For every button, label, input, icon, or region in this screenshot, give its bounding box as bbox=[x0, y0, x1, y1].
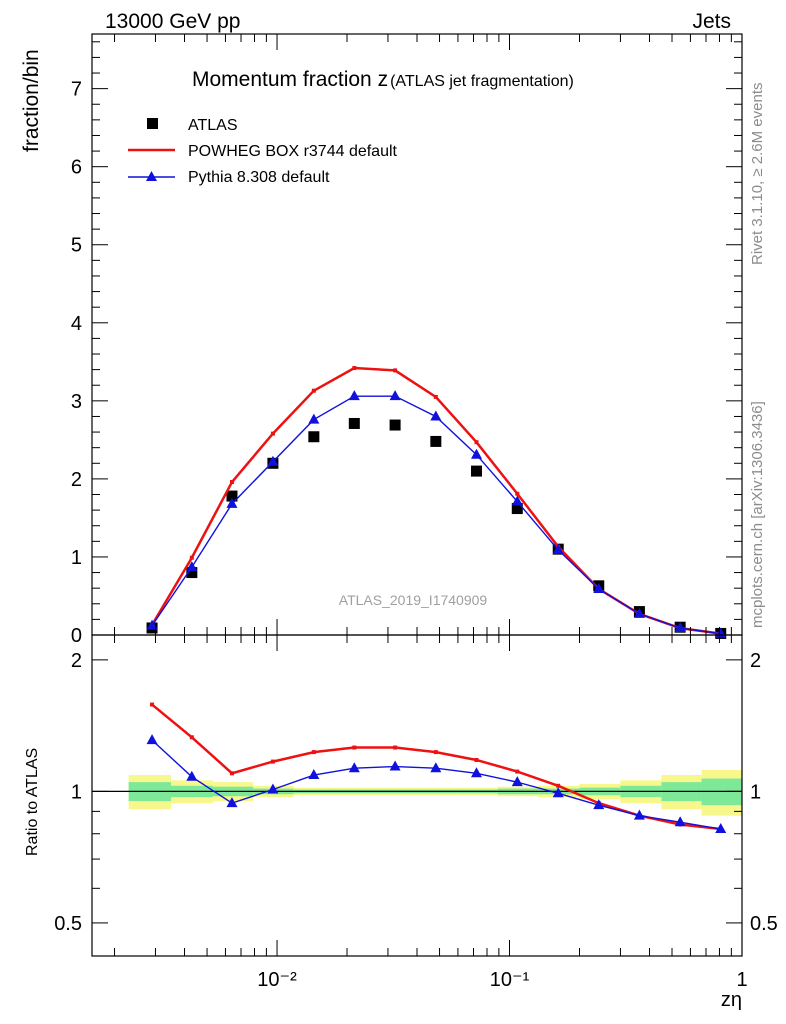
main-y-tick-label: 0 bbox=[71, 625, 82, 647]
main-title: Momentum fraction z (ATLAS jet fragmentat… bbox=[192, 68, 574, 91]
main-y-tick-label: 1 bbox=[71, 547, 82, 569]
main-plot-marks bbox=[146, 366, 727, 639]
pythia-main-point bbox=[308, 413, 320, 424]
powheg-ratio-point bbox=[515, 769, 520, 774]
pythia-ratio-point bbox=[511, 776, 523, 787]
atlas-data-point bbox=[470, 465, 482, 477]
powheg-ratio-point bbox=[474, 757, 479, 762]
powheg-ratio-point bbox=[433, 750, 438, 755]
powheg-main-point bbox=[433, 394, 438, 399]
powheg-ratio-point bbox=[352, 745, 357, 750]
pythia-ratio-point bbox=[267, 783, 279, 794]
atlas-data-point bbox=[308, 431, 320, 443]
rivet-version-label: Rivet 3.1.10, ≥ 2.6M events bbox=[749, 83, 766, 266]
main-y-tick-label: 5 bbox=[71, 235, 82, 257]
pythia-ratio-point bbox=[715, 823, 727, 834]
legend-label-atlas: ATLAS bbox=[188, 117, 238, 134]
legend-label-pythia: Pythia 8.308 default bbox=[188, 169, 330, 186]
ratio-y-tick-label-right: 2 bbox=[750, 650, 761, 672]
header-right: Jets bbox=[692, 10, 731, 33]
atlas-data-point bbox=[348, 417, 360, 429]
pythia-main-point bbox=[430, 410, 442, 421]
x-tick-label: 10⁻¹ bbox=[490, 969, 530, 991]
powheg-main-point bbox=[393, 368, 398, 373]
legend: ATLAS POWHEG BOX r3744 default Pythia 8.… bbox=[128, 117, 398, 186]
powheg-main-point bbox=[515, 491, 520, 496]
pythia-main-point bbox=[593, 582, 605, 593]
ratio-plot-marks bbox=[146, 702, 727, 834]
ratio-y-tick-label-right: 0.5 bbox=[750, 913, 778, 935]
main-y-tick-label: 3 bbox=[71, 391, 82, 413]
powheg-main-point bbox=[352, 366, 357, 371]
powheg-ratio-point bbox=[150, 702, 155, 707]
pythia-main-point bbox=[348, 390, 360, 401]
powheg-ratio-point bbox=[311, 750, 316, 755]
pythia-ratio-point bbox=[552, 787, 564, 798]
pythia-main-point bbox=[146, 619, 158, 630]
pythia-main-point bbox=[470, 448, 482, 459]
ratio-y-tick-label: 0.5 bbox=[54, 913, 82, 935]
main-y-tick-label: 2 bbox=[71, 469, 82, 491]
legend-marker-atlas bbox=[147, 118, 158, 129]
pythia-main-point bbox=[267, 455, 279, 466]
main-y-tick-label: 6 bbox=[71, 157, 82, 179]
atlas-data-point bbox=[430, 435, 442, 447]
ratio-y-axis-label: Ratio to ATLAS bbox=[24, 748, 41, 856]
pythia-ratio-point bbox=[308, 769, 320, 780]
x-axis-label: zη bbox=[721, 989, 742, 1011]
pythia-main-point bbox=[674, 622, 686, 633]
x-tick-label: 1 bbox=[736, 969, 747, 991]
main-title-text: Momentum fraction z bbox=[192, 68, 388, 91]
pythia-ratio-point bbox=[593, 799, 605, 810]
axes: 10⁻² 10⁻¹ 1 0 1 2 3 4 5 6 7 0.5 0.5 1 1 2 2 bbox=[54, 33, 778, 991]
atlas-data-point bbox=[511, 503, 523, 515]
main-y-axis-label: fraction/bin bbox=[20, 49, 43, 152]
analysis-watermark: ATLAS_2019_I1740909 bbox=[339, 592, 488, 608]
pythia-ratio-point bbox=[146, 734, 158, 745]
pythia-ratio-point bbox=[226, 797, 238, 808]
ratio-y-tick-label: 2 bbox=[71, 650, 82, 672]
atlas-data-point bbox=[389, 419, 401, 431]
pythia-main-point bbox=[511, 495, 523, 506]
powheg-ratio-point bbox=[393, 745, 398, 750]
powheg-ratio-point bbox=[556, 783, 561, 788]
atlas-data-point bbox=[226, 490, 238, 502]
header-left: 13000 GeV pp bbox=[105, 10, 240, 33]
pythia-ratio-point bbox=[674, 816, 686, 827]
pythia-main-point bbox=[186, 561, 198, 572]
pythia-main-point bbox=[226, 497, 238, 508]
legend-label-powheg: POWHEG BOX r3744 default bbox=[188, 143, 398, 160]
main-y-tick-label: 4 bbox=[71, 313, 82, 335]
main-title-sub: (ATLAS jet fragmentation) bbox=[390, 73, 574, 90]
powheg-ratio-point bbox=[229, 771, 234, 776]
powheg-main-point bbox=[270, 431, 275, 436]
pythia-main-point bbox=[633, 607, 645, 618]
pythia-ratio-point bbox=[470, 767, 482, 778]
powheg-main-point bbox=[311, 388, 316, 393]
powheg-ratio-point bbox=[270, 759, 275, 764]
ratio-y-tick-label-right: 1 bbox=[750, 781, 761, 803]
pythia-ratio-point bbox=[430, 762, 442, 773]
pythia-main-point bbox=[389, 390, 401, 401]
x-tick-label: 10⁻² bbox=[257, 969, 297, 991]
powheg-main-point bbox=[229, 480, 234, 485]
ratio-y-tick-label: 1 bbox=[71, 781, 82, 803]
pythia-main-point bbox=[552, 543, 564, 554]
pythia-ratio-point bbox=[633, 809, 645, 820]
pythia-ratio-point bbox=[186, 770, 198, 781]
pythia-ratio-point bbox=[348, 762, 360, 773]
pythia-ratio-point bbox=[389, 760, 401, 771]
powheg-main-point bbox=[474, 440, 479, 445]
atlas-data-point bbox=[186, 567, 198, 579]
mcplots-credit-label: mcplots.cern.ch [arXiv:1306.3436] bbox=[749, 401, 766, 628]
main-y-tick-label: 7 bbox=[71, 79, 82, 101]
legend-marker-pythia bbox=[146, 171, 157, 181]
powheg-main-point bbox=[189, 555, 194, 560]
powheg-ratio-point bbox=[189, 735, 194, 740]
